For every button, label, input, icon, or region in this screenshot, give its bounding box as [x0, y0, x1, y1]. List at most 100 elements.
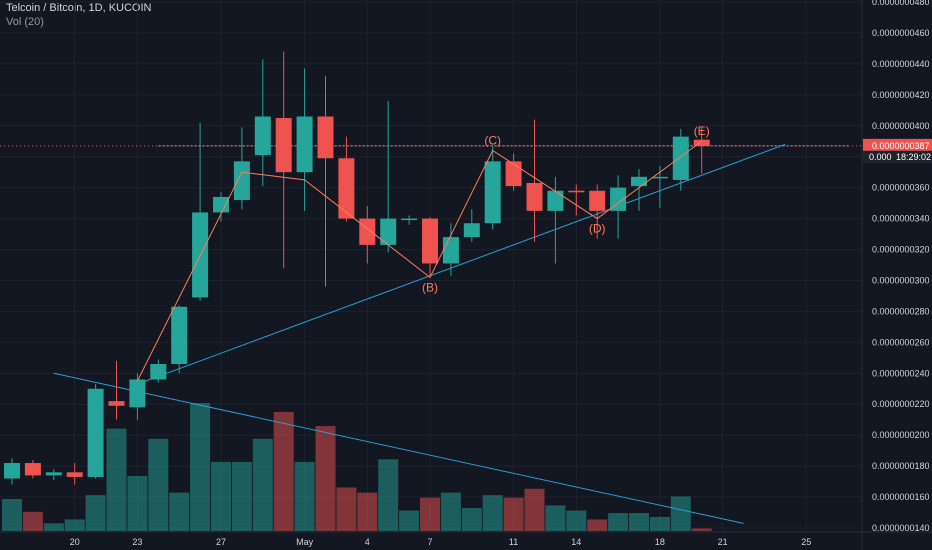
candle-body[interactable]: [66, 472, 83, 477]
y-tick-label: 0.0000000420: [872, 90, 930, 100]
x-tick-label: 11: [509, 537, 518, 547]
y-tick-label: 0.0000000160: [872, 492, 930, 502]
y-tick-label: 0.0000000140: [872, 523, 930, 533]
volume-bar: [691, 528, 712, 531]
volume-bar: [190, 403, 211, 531]
x-tick-label: May: [296, 537, 314, 547]
candle-body[interactable]: [631, 176, 647, 187]
y-tick-label: 0.0000000180: [872, 461, 930, 471]
candle-body[interactable]: [296, 116, 313, 173]
volume-bar: [211, 461, 231, 531]
candle-body[interactable]: [359, 218, 376, 245]
x-tick-label: 7: [427, 537, 432, 547]
candle-body[interactable]: [526, 183, 543, 211]
volume-bar: [22, 511, 43, 531]
candle-body[interactable]: [463, 223, 480, 238]
x-tick-label: 18: [655, 537, 665, 547]
pattern-label: (B): [422, 280, 438, 294]
candle-body[interactable]: [108, 401, 125, 406]
volume-bar: [231, 461, 252, 531]
candle-body[interactable]: [672, 136, 689, 180]
countdown-prefix: 0.000: [869, 152, 892, 162]
volume-bar: [2, 499, 22, 531]
candle-body[interactable]: [233, 161, 250, 201]
y-tick-label: 0.0000000400: [872, 121, 930, 131]
countdown-badge: [863, 150, 932, 163]
y-tick-label: 0.0000000440: [872, 59, 930, 69]
candle-body[interactable]: [610, 187, 627, 211]
trendline[interactable]: [137, 143, 786, 385]
trendline[interactable]: [53, 372, 744, 524]
volume-bar: [148, 438, 169, 531]
volume-bar: [378, 459, 399, 531]
y-tick-label: 0.0000000280: [872, 306, 930, 316]
volume-bar: [566, 510, 587, 531]
candle-body[interactable]: [129, 379, 146, 408]
volume-bar: [629, 513, 649, 531]
candle-body[interactable]: [24, 463, 41, 476]
volume-bar: [127, 475, 148, 531]
y-tick-label: 0.0000000300: [872, 275, 930, 285]
candle-body[interactable]: [547, 190, 564, 211]
volume-bar: [43, 523, 64, 531]
y-tick-label: 0.0000000240: [872, 368, 930, 378]
x-tick-label: 4: [365, 537, 370, 547]
candle-body[interactable]: [275, 118, 292, 173]
y-tick-label: 0.0000000360: [872, 183, 930, 193]
volume-bar: [64, 519, 85, 531]
candle-body[interactable]: [87, 388, 104, 477]
volume-bar: [545, 505, 566, 531]
candle-body[interactable]: [693, 139, 710, 146]
candle-body[interactable]: [171, 306, 188, 365]
x-tick-label: 21: [718, 537, 728, 547]
volume-bar: [608, 513, 629, 531]
pattern-label: (C): [484, 134, 501, 148]
volume-bar: [357, 492, 378, 531]
candle-body[interactable]: [317, 116, 334, 159]
volume-bar: [336, 487, 357, 531]
volume-indicator-label[interactable]: Vol (20): [6, 16, 44, 28]
symbol-header[interactable]: Telcoin / Bitcoin, 1D, KUCOIN: [6, 2, 152, 14]
volume-bar: [587, 519, 608, 531]
volume-bar: [252, 438, 273, 531]
candle-body[interactable]: [338, 158, 355, 219]
y-tick-label: 0.0000000460: [872, 28, 930, 38]
last-price-badge: [863, 138, 932, 151]
pattern-polyline[interactable]: [136, 140, 702, 382]
y-tick-label: 0.0000000320: [872, 245, 930, 255]
volume-bar: [461, 507, 482, 531]
volume-bar: [294, 461, 315, 531]
candle-body[interactable]: [4, 463, 20, 479]
y-tick-label: 0.0000000200: [872, 430, 930, 440]
volume-bar: [440, 492, 461, 531]
x-tick-label: 27: [216, 537, 226, 547]
candle-body[interactable]: [401, 218, 418, 221]
y-tick-label: 0.0000000480: [872, 0, 930, 7]
volume-bar: [524, 488, 545, 531]
candle-body[interactable]: [150, 364, 167, 380]
candle-body[interactable]: [254, 116, 271, 156]
pattern-label: (E): [694, 124, 710, 138]
volume-bar: [169, 492, 190, 531]
candle-body[interactable]: [422, 218, 438, 264]
volume-bar: [503, 497, 524, 531]
volume-bar: [649, 516, 670, 531]
candle-body[interactable]: [484, 161, 501, 224]
volume-bar: [399, 510, 420, 531]
candle-body[interactable]: [213, 196, 229, 213]
candle-body[interactable]: [442, 237, 459, 264]
candle-body[interactable]: [589, 190, 606, 211]
volume-bar: [482, 495, 503, 531]
volume-bar: [85, 495, 106, 531]
candle-body[interactable]: [568, 190, 585, 193]
y-tick-label: 0.0000000260: [872, 337, 930, 347]
y-tick-label: 0.0000000220: [872, 399, 930, 409]
candle-body[interactable]: [45, 472, 62, 476]
candle-body[interactable]: [380, 218, 397, 245]
candle-body[interactable]: [505, 161, 522, 187]
x-tick-label: 20: [70, 537, 80, 547]
x-tick-label: 23: [132, 537, 142, 547]
bar-countdown: 18:29:02: [896, 152, 931, 162]
candle-body[interactable]: [651, 176, 668, 179]
